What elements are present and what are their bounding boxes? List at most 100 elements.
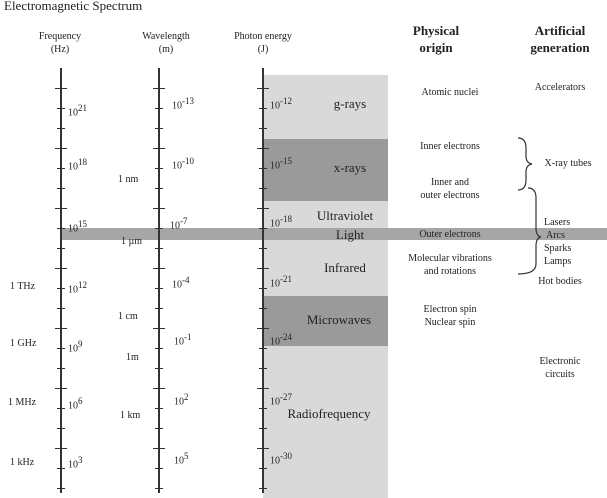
artificial-generation-header: Artificial generation (520, 22, 600, 56)
artificial-header-line2: generation (530, 40, 590, 55)
frequency-tick (57, 228, 65, 229)
wavelength-tick (153, 328, 165, 329)
energy-tick (259, 488, 267, 489)
wavelength-tick (155, 368, 163, 369)
energy-label-m15: 10-15 (270, 156, 292, 172)
wavelength-tick (155, 228, 163, 229)
wavelength-tick (155, 408, 163, 409)
energy-label-m27: 10-27 (270, 392, 292, 408)
wavelength-tick (155, 488, 163, 489)
origin-spin: Electron spin Nuclear spin (400, 303, 500, 329)
energy-tick (259, 308, 267, 309)
energy-label-m21: 10-21 (270, 274, 292, 290)
xray-band (263, 139, 388, 201)
energy-tick (259, 188, 267, 189)
microwave-band (263, 296, 388, 346)
origin-spin-line2: Nuclear spin (424, 317, 476, 328)
wavelength-tick (155, 168, 163, 169)
page-title: Electromagnetic Spectrum (4, 0, 143, 13)
energy-tick (259, 368, 267, 369)
energy-tick (257, 268, 269, 269)
origin-outer-electrons: Outer electrons (419, 229, 481, 240)
frequency-tick (55, 328, 67, 329)
physical-origin-header: Physical origin (400, 22, 472, 56)
energy-tick (257, 88, 269, 89)
wavelength-tick (153, 148, 165, 149)
wl-label-m4: 10-4 (172, 275, 190, 291)
gen-electronic-circuits: Electronic circuits (520, 355, 600, 381)
frequency-tick (55, 148, 67, 149)
physical-header-line1: Physical (412, 23, 460, 38)
band-label-radiofrequency: Radiofrequency (287, 406, 371, 421)
freq-named-khz: 1 kHz (10, 457, 35, 468)
wavelength-tick (155, 188, 163, 189)
wl-named-m: 1m (126, 352, 139, 363)
frequency-tick (55, 268, 67, 269)
gen-electronic-line2: circuits (545, 369, 575, 380)
artificial-header-line1: Artificial (534, 23, 586, 38)
energy-label-m12: 10-12 (270, 96, 292, 112)
energy-tick (257, 328, 269, 329)
freq-named-ghz: 1 GHz (10, 338, 37, 349)
visible-light-strip (60, 228, 607, 240)
gen-arcs: Arcs (546, 230, 565, 241)
gen-electronic-line1: Electronic (539, 356, 581, 367)
frequency-tick (57, 348, 65, 349)
band-label-microwaves: Microwaves (306, 312, 372, 327)
origin-spin-line1: Electron spin (423, 304, 477, 315)
origin-inner-outer-line2: outer electrons (420, 190, 480, 201)
wl-named-um: 1 µm (121, 236, 143, 247)
energy-tick (259, 428, 267, 429)
frequency-tick (57, 308, 65, 309)
energy-tick (259, 128, 267, 129)
wavelength-tick (155, 428, 163, 429)
gen-lasers: Lasers (544, 217, 571, 228)
gen-accelerators: Accelerators (534, 82, 586, 93)
wl-label-m13: 10-13 (172, 96, 194, 112)
freq-label-3: 103 (68, 455, 83, 471)
wl-label-5: 105 (174, 451, 189, 467)
frequency-header-line2: (Hz) (50, 44, 70, 55)
energy-tick (259, 248, 267, 249)
origin-inner-outer-line1: Inner and (430, 177, 470, 188)
gen-hot-bodies: Hot bodies (538, 276, 582, 287)
energy-label-m30: 10-30 (270, 451, 292, 467)
gen-lamps: Lamps (544, 256, 572, 267)
wl-label-2: 102 (174, 392, 189, 408)
freq-label-12: 1012 (68, 280, 87, 296)
energy-tick (259, 348, 267, 349)
band-label-xray: x-rays (333, 160, 367, 175)
energy-tick (257, 448, 269, 449)
energy-axis (262, 68, 264, 493)
freq-label-18: 1018 (68, 157, 87, 173)
energy-label-m18: 10-18 (270, 214, 292, 230)
wavelength-tick (155, 288, 163, 289)
frequency-tick (57, 188, 65, 189)
origin-inner-outer-electrons: Inner and outer electrons (395, 176, 505, 202)
wavelength-tick (155, 128, 163, 129)
band-label-ultraviolet: Ultraviolet (316, 208, 374, 223)
wavelength-header: Wavelength (m) (134, 30, 198, 56)
wavelength-tick (153, 268, 165, 269)
energy-tick (259, 468, 267, 469)
physical-header-line2: origin (419, 40, 453, 55)
frequency-tick (55, 208, 67, 209)
wavelength-tick (155, 308, 163, 309)
wavelength-tick (153, 448, 165, 449)
energy-tick (257, 208, 269, 209)
freq-label-21: 1021 (68, 103, 87, 119)
freq-label-15: 1015 (68, 219, 87, 235)
origin-atomic-nuclei: Atomic nuclei (421, 87, 479, 98)
wl-named-cm: 1 cm (118, 311, 138, 322)
wavelength-header-line2: (m) (158, 44, 174, 55)
origin-molecular: Molecular vibrations and rotations (390, 252, 510, 278)
wl-label-m10: 10-10 (172, 156, 194, 172)
energy-tick (259, 288, 267, 289)
frequency-tick (57, 248, 65, 249)
lasers-brace (517, 187, 542, 275)
energy-tick (257, 388, 269, 389)
energy-label-m24: 10-24 (270, 332, 292, 348)
frequency-tick (57, 368, 65, 369)
wavelength-tick (155, 248, 163, 249)
